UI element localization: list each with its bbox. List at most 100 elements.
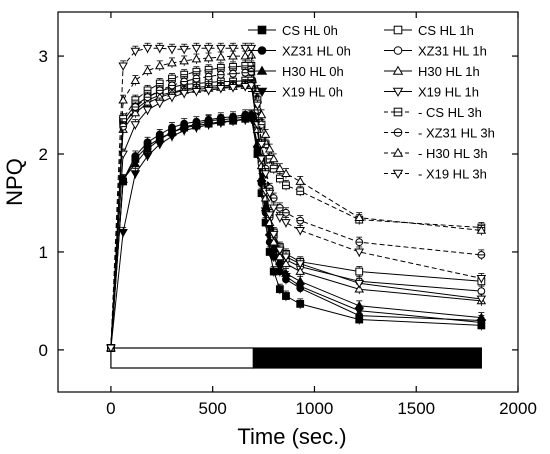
dark-period-bar — [252, 347, 482, 369]
data-point — [275, 163, 285, 173]
data-point — [246, 44, 257, 54]
series-line — [110, 84, 482, 348]
x-tick-label: 1000 — [296, 399, 334, 418]
legend-item: - CS HL 3h — [384, 105, 482, 120]
data-point — [354, 248, 365, 257]
x-axis-label: Time (sec.) — [237, 424, 346, 449]
data-point — [295, 266, 305, 275]
data-point — [130, 107, 141, 117]
data-point — [216, 44, 226, 54]
data-point — [296, 299, 305, 308]
y-axis-label: NPQ — [2, 158, 27, 206]
data-point — [142, 106, 153, 115]
data-point — [295, 227, 305, 236]
data-point — [256, 109, 267, 119]
legend-label: - X19 HL 3h — [418, 167, 487, 182]
data-point — [228, 84, 238, 93]
data-point — [216, 119, 226, 128]
data-point — [264, 144, 275, 153]
data-point — [476, 295, 487, 304]
legend-item: CS HL 0h — [248, 23, 338, 38]
x-tick-label: 1500 — [397, 399, 435, 418]
data-point — [191, 54, 202, 63]
series — [107, 79, 486, 352]
data-point — [355, 267, 364, 276]
legend-label: H30 HL 0h — [282, 64, 344, 79]
legend: CS HL 0h XZ31 HL 0h H30 HL 0h X19 HL 0h CS H… — [248, 23, 495, 182]
data-point — [282, 292, 290, 300]
legend-label: X19 HL 0h — [282, 85, 343, 100]
data-point — [256, 65, 268, 75]
series — [106, 80, 487, 353]
data-point — [281, 168, 291, 177]
data-point — [154, 60, 165, 70]
data-point — [246, 115, 257, 124]
series — [106, 42, 487, 353]
data-point — [179, 56, 189, 65]
data-point — [393, 46, 403, 55]
data-point — [354, 279, 365, 289]
legend-item: - X19 HL 3h — [384, 167, 487, 182]
data-point — [275, 285, 284, 294]
data-point — [260, 170, 271, 179]
data-point — [275, 214, 285, 223]
series — [106, 49, 487, 352]
data-point — [275, 251, 285, 261]
legend-label: H30 HL 1h — [418, 64, 480, 79]
data-point — [264, 211, 275, 220]
data-point — [167, 93, 177, 103]
data-point — [130, 170, 141, 179]
data-point — [203, 44, 214, 54]
data-point — [281, 273, 291, 282]
data-point — [354, 212, 365, 222]
data-point — [256, 87, 268, 97]
legend-label: CS HL 1h — [418, 23, 474, 38]
data-point — [216, 85, 226, 94]
data-point — [295, 260, 305, 269]
data-point — [191, 124, 202, 133]
data-point — [268, 230, 279, 240]
data-point — [392, 87, 404, 97]
data-point — [142, 44, 153, 54]
data-point — [167, 132, 177, 142]
legend-item: X19 HL 0h — [248, 85, 343, 100]
data-point — [228, 117, 238, 126]
data-point — [281, 219, 291, 228]
legend-item: - XZ31 HL 3h — [384, 126, 495, 141]
data-point — [203, 53, 214, 62]
legend-item: - H30 HL 3h — [384, 146, 488, 161]
data-point — [252, 101, 263, 110]
data-point — [142, 65, 153, 75]
legend-label: - CS HL 3h — [418, 105, 482, 120]
data-point — [268, 153, 279, 163]
data-point — [228, 51, 238, 60]
data-point — [268, 237, 279, 246]
plot-frame — [57, 11, 519, 393]
data-point — [191, 87, 202, 97]
data-point — [275, 263, 285, 272]
legend-item: H30 HL 1h — [384, 64, 480, 79]
legend-label: XZ31 HL 1h — [418, 44, 487, 59]
legend-label: X19 HL 1h — [418, 85, 479, 100]
y-tick-label: 1 — [39, 243, 48, 262]
data-point — [167, 58, 177, 67]
data-point — [118, 62, 128, 71]
data-point — [268, 204, 279, 213]
y-tick-label: 3 — [39, 47, 48, 66]
data-point — [203, 86, 214, 96]
data-point — [246, 50, 257, 59]
data-point — [260, 193, 271, 202]
data-point — [216, 52, 226, 61]
light-period-bar — [110, 347, 254, 369]
data-point — [118, 95, 128, 104]
series — [106, 80, 487, 352]
legend-label: CS HL 0h — [282, 23, 338, 38]
data-point — [354, 284, 365, 293]
data-point — [106, 344, 116, 353]
data-point — [191, 44, 202, 54]
data-point — [118, 228, 128, 238]
data-point — [268, 248, 279, 257]
y-tick-label: 0 — [39, 341, 48, 360]
data-point — [130, 75, 141, 84]
